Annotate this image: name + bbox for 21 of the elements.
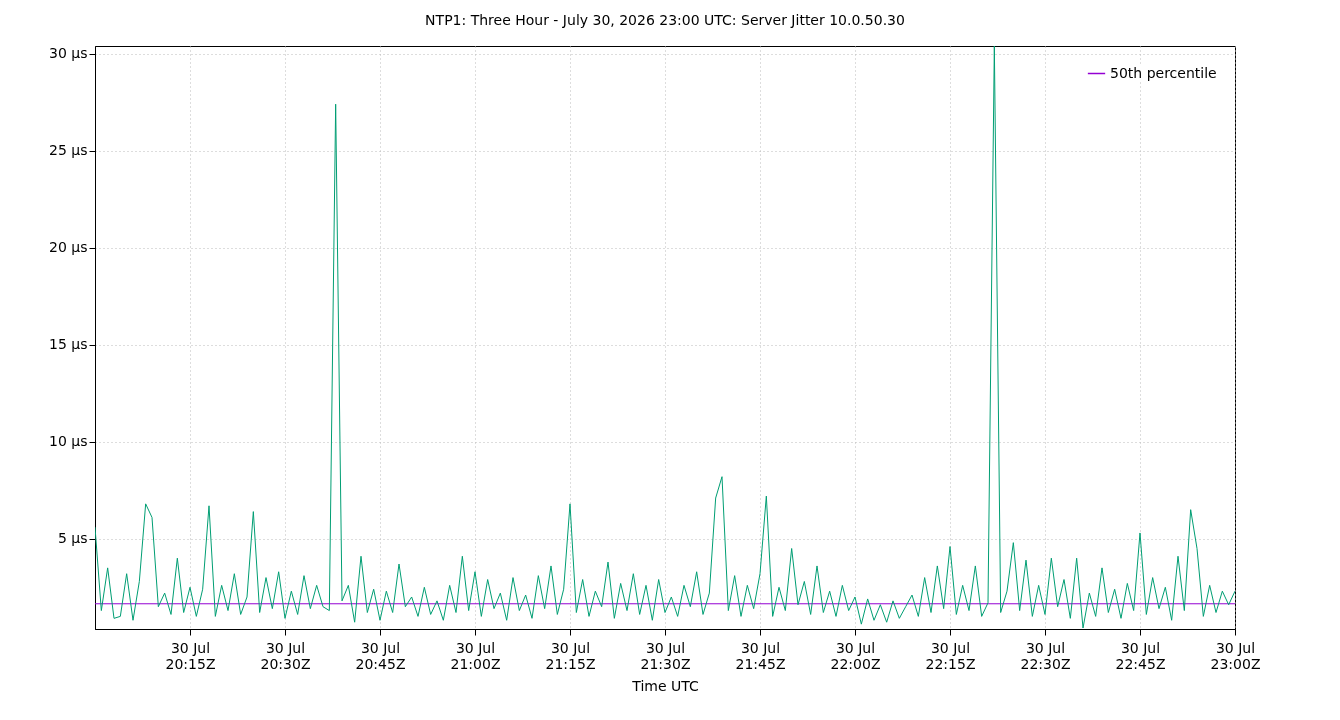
x-tick-label: 30 Jul 21:15Z — [545, 639, 596, 672]
x-tick-label: 30 Jul 22:45Z — [1115, 639, 1166, 672]
y-tick-label: 20 µs — [49, 239, 88, 256]
x-tick-label: 30 Jul 20:30Z — [260, 639, 311, 672]
y-tick-label: 30 µs — [49, 45, 88, 62]
y-tick-label: 5 µs — [57, 530, 88, 547]
x-tick-label: 30 Jul 22:00Z — [830, 639, 881, 672]
x-tick-label: 30 Jul 20:45Z — [355, 639, 406, 672]
y-tick-label: 10 µs — [49, 433, 88, 450]
y-tick-label: 15 µs — [49, 336, 88, 353]
x-tick-label: 30 Jul 21:30Z — [640, 639, 691, 672]
y-tick-label: 25 µs — [49, 142, 88, 159]
x-tick-label: 30 Jul 21:00Z — [450, 639, 501, 672]
x-tick-label: 30 Jul 20:15Z — [165, 639, 216, 672]
x-tick-label: 30 Jul 22:30Z — [1020, 639, 1071, 672]
chart-title: NTP1: Three Hour - July 30, 2026 23:00 UTC: Server Jitter 10.0.50.30 — [425, 12, 905, 28]
legend-label: 50th percentile — [1110, 64, 1217, 81]
x-tick-label: 30 Jul 23:00Z — [1210, 639, 1261, 672]
x-tick-label: 30 Jul 21:45Z — [735, 639, 786, 672]
x-tick-label: 30 Jul 22:15Z — [925, 639, 976, 672]
x-axis-title: Time UTC — [631, 677, 699, 694]
